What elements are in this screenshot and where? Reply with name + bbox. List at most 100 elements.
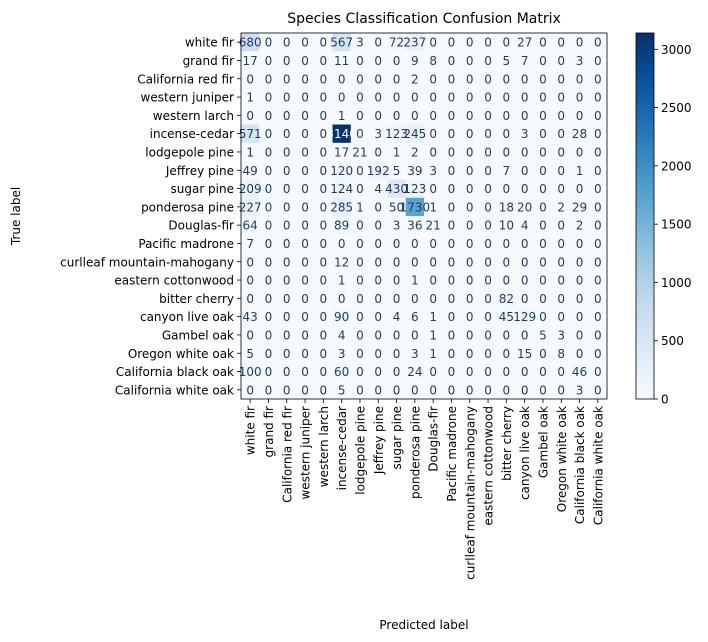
heatmap-cell — [478, 380, 498, 400]
heatmap-cell — [497, 69, 516, 89]
heatmap-cell — [387, 124, 406, 144]
cell-value-label: 0 — [594, 292, 602, 306]
cell-value-label: 0 — [539, 383, 547, 397]
heatmap-cell — [332, 307, 352, 327]
heatmap-cell — [478, 69, 498, 89]
heatmap-cell — [497, 161, 516, 180]
cell-value-label: 0 — [484, 36, 492, 50]
cell-value-label: 8 — [429, 54, 437, 68]
cell-value-label: 1 — [429, 347, 437, 361]
cell-value-label: 17 — [243, 54, 258, 68]
cell-value-label: 0 — [594, 182, 602, 196]
cell-value-label: 0 — [466, 145, 474, 159]
heatmap-cell — [277, 362, 297, 381]
heatmap-cell — [588, 252, 608, 272]
cell-value-label: 21 — [352, 145, 367, 159]
x-tick-label: grand fir — [262, 406, 276, 458]
heatmap-cell — [405, 344, 425, 363]
cell-value-label: 0 — [466, 274, 474, 288]
cell-value-label: 3 — [338, 347, 346, 361]
heatmap-cell — [369, 344, 388, 363]
x-tick-label: Douglas-fir — [427, 406, 441, 472]
cell-value-label: 0 — [411, 91, 419, 105]
cell-value-label: 0 — [594, 274, 602, 288]
cell-value-label: 0 — [338, 72, 346, 86]
cell-value-label: 2 — [576, 219, 584, 233]
cell-value-label: 120 — [330, 164, 353, 178]
cell-value-label: 3 — [557, 328, 565, 342]
cell-value-label: 0 — [356, 219, 364, 233]
heatmap-cell — [552, 33, 571, 52]
cell-value-label: 0 — [301, 292, 309, 306]
cell-value-label: 3 — [429, 164, 437, 178]
cell-value-label: 0 — [356, 292, 364, 306]
x-tick-label: Pacific madrone — [445, 406, 459, 502]
cell-value-label: 0 — [265, 145, 273, 159]
heatmap-cell — [552, 87, 571, 107]
cell-value-label: 72 — [389, 36, 404, 50]
cell-value-label: 0 — [283, 274, 291, 288]
heatmap-cell — [552, 161, 571, 180]
heatmap-cell — [405, 252, 425, 272]
heatmap-cell — [533, 197, 553, 217]
heatmap-cell — [442, 344, 461, 363]
heatmap-cell — [332, 362, 352, 381]
cell-value-label: 0 — [301, 365, 309, 379]
cell-value-label: 0 — [393, 274, 401, 288]
heatmap-cell — [515, 216, 535, 235]
cell-value-label: 0 — [448, 310, 456, 324]
heatmap-cell — [533, 307, 553, 327]
heatmap-cell — [552, 289, 571, 308]
cell-value-label: 0 — [265, 328, 273, 342]
heatmap-cell — [497, 124, 516, 144]
cell-value-label: 0 — [265, 54, 273, 68]
cell-value-labels: 680 0 0 0 0 567 3 0 72 237 0 0 0 0 0 27 0 0 0 017 0 0 0 0 11 0 0 0 9… — [239, 36, 602, 398]
heatmap-cell — [277, 124, 297, 144]
cell-value-label: 567 — [330, 36, 353, 50]
heatmap-cell — [515, 161, 535, 180]
heatmap-cell — [387, 69, 406, 89]
heatmap-cell — [533, 216, 553, 235]
heatmap-cell — [350, 69, 370, 89]
cell-value-label: 0 — [374, 328, 382, 342]
heatmap-cell — [570, 197, 589, 217]
heatmap-cell — [570, 124, 589, 144]
cell-value-label: 0 — [448, 72, 456, 86]
heatmap-cell — [314, 51, 333, 70]
cell-value-label: 0 — [539, 54, 547, 68]
heatmap-cell — [241, 87, 260, 107]
cell-value-label: 0 — [503, 91, 511, 105]
heatmap-cell — [552, 216, 571, 235]
cell-value-label: 0 — [484, 72, 492, 86]
heatmap-cell — [515, 87, 535, 107]
heatmap-cell — [588, 179, 608, 198]
heatmap-cell — [314, 380, 333, 400]
heatmap-cell — [259, 362, 278, 381]
cell-value-label: 0 — [301, 145, 309, 159]
heatmap-cell — [405, 124, 425, 144]
heatmap-cell — [588, 87, 608, 107]
heatmap-cell — [314, 33, 333, 52]
heatmap-cell — [478, 216, 498, 235]
cell-value-label: 0 — [374, 72, 382, 86]
cell-value-label: 1 — [246, 91, 254, 105]
cell-value-label: 0 — [594, 237, 602, 251]
cell-value-label: 43 — [243, 310, 258, 324]
cell-value-label: 0 — [374, 255, 382, 269]
cell-value-label: 0 — [374, 91, 382, 105]
heatmap-cell — [277, 270, 297, 290]
heatmap-cell — [350, 33, 370, 52]
cell-value-label: 0 — [484, 145, 492, 159]
heatmap-cell — [442, 234, 461, 253]
heatmap-cell — [515, 307, 535, 327]
cell-value-label: 0 — [374, 145, 382, 159]
cell-value-label: 0 — [448, 91, 456, 105]
cell-value-label: 0 — [429, 91, 437, 105]
x-tick-label: white fir — [244, 406, 258, 455]
cell-value-label: 0 — [484, 365, 492, 379]
heatmap-cell — [314, 270, 333, 290]
cell-value-label: 0 — [265, 109, 273, 123]
cell-value-label: 0 — [557, 164, 565, 178]
cell-value-label: 0 — [484, 164, 492, 178]
heatmap-cell — [241, 307, 260, 327]
